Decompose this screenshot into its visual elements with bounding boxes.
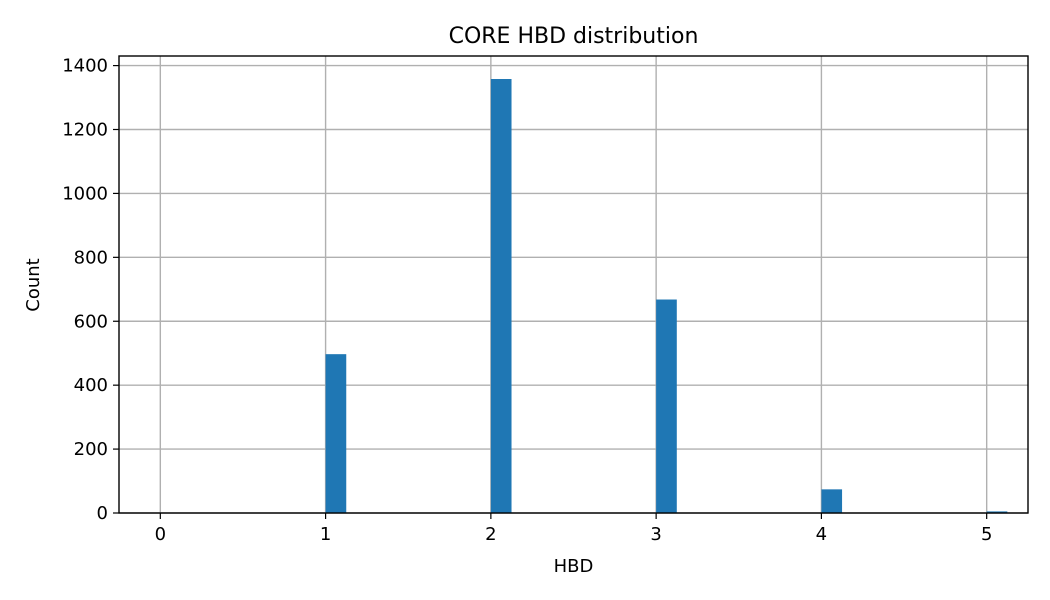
x-axis-label: HBD — [554, 556, 594, 577]
histogram-bar — [325, 354, 347, 513]
x-tick-label: 0 — [155, 524, 166, 545]
x-tick-label: 2 — [485, 524, 496, 545]
x-tick-label: 1 — [320, 524, 331, 545]
histogram-bar — [821, 489, 843, 513]
y-tick-label: 600 — [74, 311, 108, 332]
chart-title: CORE HBD distribution — [449, 24, 699, 49]
y-tick-label: 800 — [74, 247, 108, 268]
x-tick-label: 3 — [650, 524, 661, 545]
histogram-bar — [986, 511, 1008, 513]
histogram-bar — [490, 79, 512, 513]
x-tick-label: 4 — [816, 524, 827, 545]
grid-lines — [119, 56, 1028, 514]
y-tick-label: 1200 — [62, 120, 108, 141]
x-tick-label: 5 — [981, 524, 992, 545]
axis-ticks: 0 1 2 3 4 5 0 200 400 600 800 1000 1200 1400 — [62, 56, 992, 545]
y-tick-label: 200 — [74, 439, 108, 460]
histogram-bars — [325, 79, 1008, 513]
histogram-bar — [656, 299, 677, 513]
y-axis-label: Count — [23, 258, 44, 311]
y-tick-label: 1000 — [62, 183, 108, 204]
y-tick-label: 0 — [97, 503, 108, 524]
y-tick-label: 400 — [74, 375, 108, 396]
y-tick-label: 1400 — [62, 56, 108, 77]
plot-frame — [118, 55, 1029, 514]
